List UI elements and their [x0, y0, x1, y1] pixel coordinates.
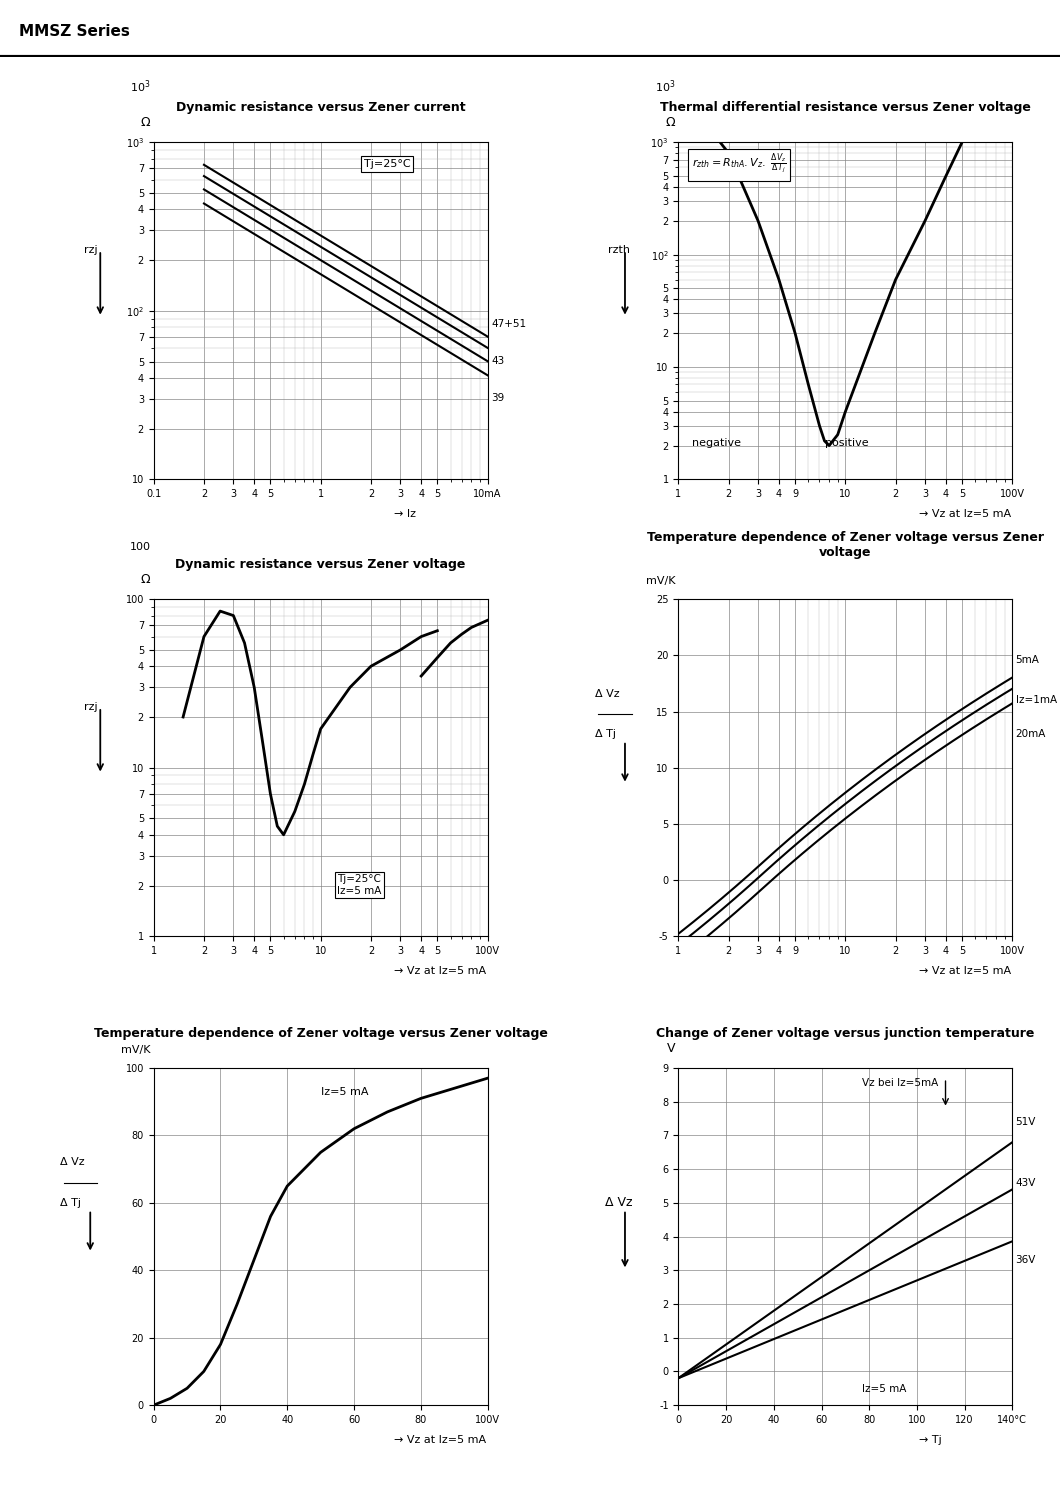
- Text: positive: positive: [826, 437, 869, 448]
- Text: negative: negative: [692, 437, 741, 448]
- Text: Temperature dependence of Zener voltage versus Zener voltage: Temperature dependence of Zener voltage …: [93, 1026, 548, 1040]
- Text: Dynamic resistance versus Zener current: Dynamic resistance versus Zener current: [176, 100, 465, 114]
- Text: Temperature dependence of Zener voltage versus Zener
voltage: Temperature dependence of Zener voltage …: [647, 530, 1044, 559]
- Text: Ω: Ω: [141, 572, 151, 586]
- Text: rzj: rzj: [84, 246, 98, 255]
- Text: $10^3$: $10^3$: [654, 78, 675, 96]
- Text: 36V: 36V: [1015, 1255, 1036, 1266]
- Text: Δ Tj: Δ Tj: [595, 730, 616, 739]
- Text: rzth: rzth: [608, 246, 631, 255]
- Text: Ω: Ω: [141, 115, 151, 129]
- Text: → Vz at Iz=5 mA: → Vz at Iz=5 mA: [394, 1435, 487, 1444]
- Text: Ω: Ω: [666, 115, 675, 129]
- Text: $r_{zth}=R_{thA}.V_z.\ \frac{\Delta V_z}{\Delta T_j}$: $r_{zth}=R_{thA}.V_z.\ \frac{\Delta V_z}…: [692, 153, 787, 177]
- Text: Iz=1mA: Iz=1mA: [1015, 695, 1057, 706]
- Text: → Vz at Iz=5 mA: → Vz at Iz=5 mA: [919, 966, 1011, 975]
- Text: mV/K: mV/K: [646, 575, 675, 586]
- Text: 100: 100: [129, 542, 151, 553]
- Text: Δ Vz: Δ Vz: [595, 689, 619, 698]
- Text: Vz bei Iz=5mA: Vz bei Iz=5mA: [862, 1079, 938, 1088]
- Text: V: V: [667, 1041, 675, 1055]
- Text: 43V: 43V: [1015, 1177, 1036, 1188]
- Text: 20mA: 20mA: [1015, 730, 1046, 739]
- Text: $10^3$: $10^3$: [129, 78, 151, 96]
- Text: 43: 43: [491, 357, 505, 367]
- Text: 51V: 51V: [1015, 1118, 1036, 1126]
- Text: Δ Vz: Δ Vz: [60, 1158, 85, 1167]
- Text: → Vz at Iz=5 mA: → Vz at Iz=5 mA: [919, 509, 1011, 518]
- Text: Thermal differential resistance versus Zener voltage: Thermal differential resistance versus Z…: [660, 100, 1030, 114]
- Text: Dynamic resistance versus Zener voltage: Dynamic resistance versus Zener voltage: [176, 557, 465, 571]
- Text: → Vz at Iz=5 mA: → Vz at Iz=5 mA: [394, 966, 487, 975]
- Text: rzj: rzj: [84, 703, 98, 712]
- Text: 5mA: 5mA: [1015, 655, 1040, 665]
- Text: MMSZ Series: MMSZ Series: [19, 24, 130, 39]
- Text: Change of Zener voltage versus junction temperature: Change of Zener voltage versus junction …: [656, 1026, 1035, 1040]
- Text: Iz=5 mA: Iz=5 mA: [862, 1384, 906, 1393]
- Text: Δ Vz: Δ Vz: [605, 1197, 633, 1209]
- Text: → Tj: → Tj: [919, 1435, 941, 1444]
- Text: Δ Tj: Δ Tj: [60, 1198, 82, 1207]
- Text: Iz=5 mA: Iz=5 mA: [320, 1088, 368, 1097]
- Text: 39: 39: [491, 394, 505, 403]
- Text: Tj=25°C: Tj=25°C: [364, 159, 410, 169]
- Text: Tj=25°C
Iz=5 mA: Tj=25°C Iz=5 mA: [337, 875, 382, 896]
- Text: 47+51: 47+51: [491, 319, 526, 330]
- Text: mV/K: mV/K: [121, 1044, 151, 1055]
- Text: → Iz: → Iz: [394, 509, 417, 518]
